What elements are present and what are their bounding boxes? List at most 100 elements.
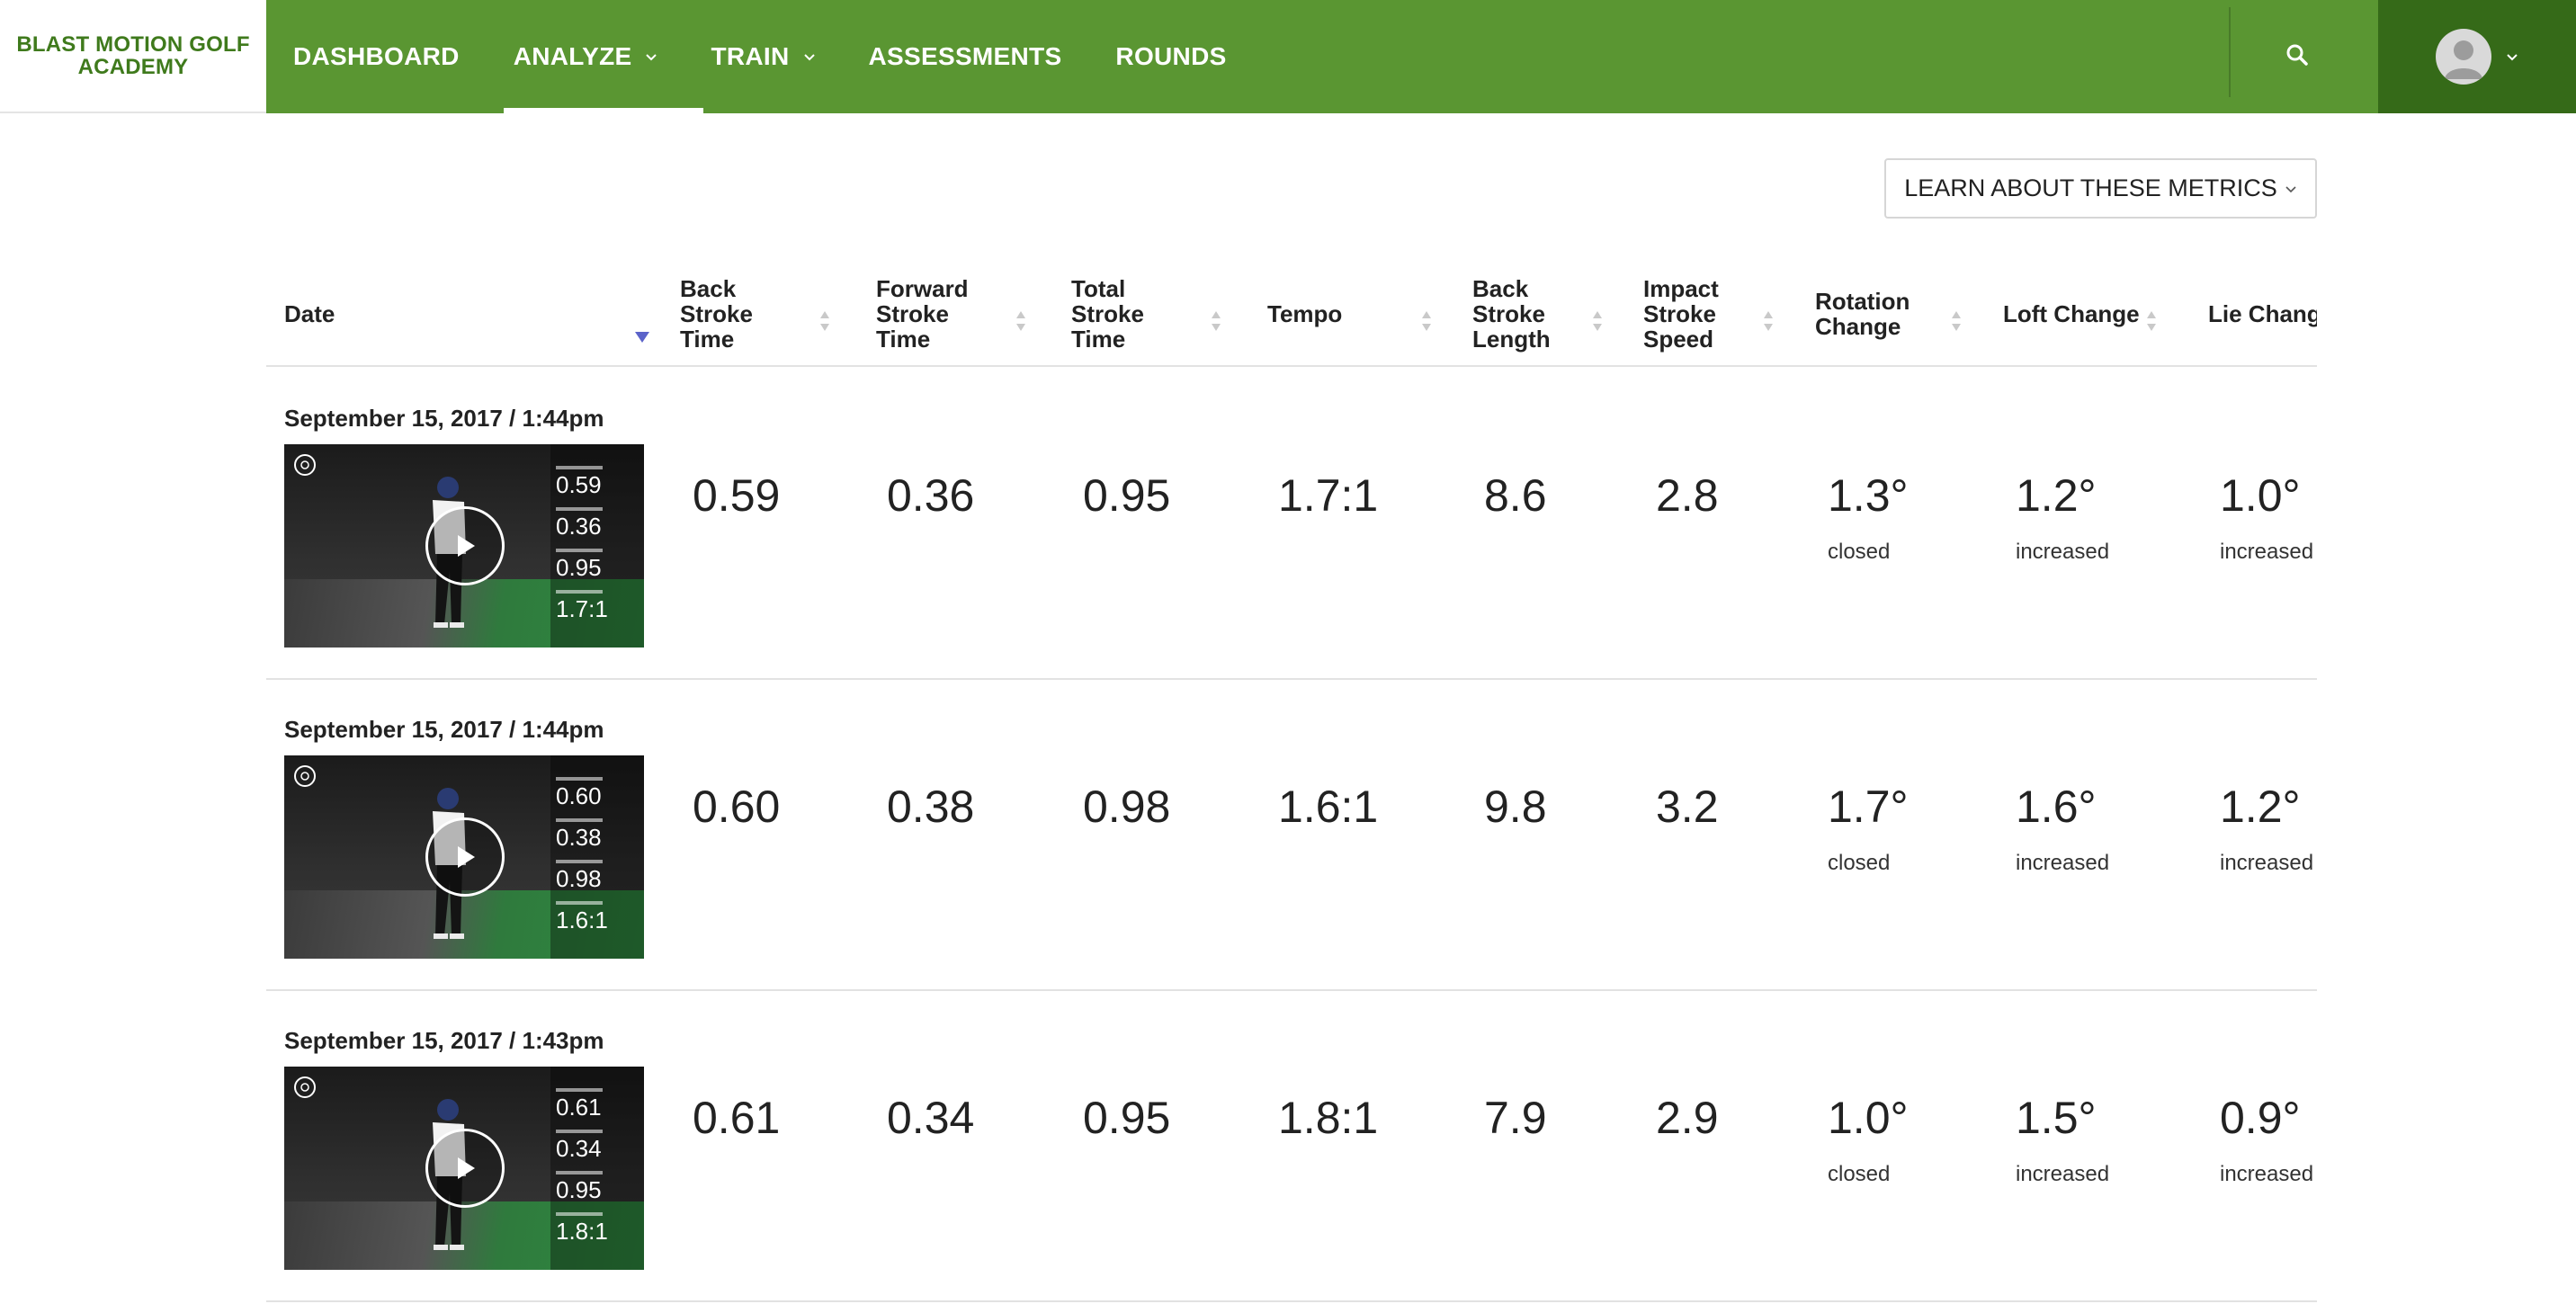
table-row[interactable]: September 15, 2017 / 1:44pm 0.60 0.38 0.… xyxy=(266,680,2317,991)
sort-icon xyxy=(1212,311,1221,331)
rotation-change-direction: closed xyxy=(1828,540,1891,564)
swing-video-thumbnail[interactable]: 0.60 0.38 0.98 1.6:1 xyxy=(284,755,644,959)
golf-ball-icon xyxy=(294,454,316,476)
table-row[interactable]: September 15, 2017 / 1:44pm 0.59 0.36 0.… xyxy=(266,369,2317,680)
sort-icon xyxy=(2147,311,2156,331)
top-navigation-bar: BLAST MOTION GOLF ACADEMY DASHBOARD ANAL… xyxy=(0,0,2576,113)
back-stroke-length-value: 7.9 xyxy=(1484,1093,1547,1143)
learn-metrics-button[interactable]: LEARN ABOUT THESE METRICS xyxy=(1884,158,2317,219)
column-header-forward-stroke-time[interactable]: Forward Stroke Time xyxy=(876,261,1038,367)
main-nav: DASHBOARD ANALYZE TRAIN ASSESSMENTS ROUN… xyxy=(266,0,1254,113)
column-header-label: Lie Change xyxy=(2208,300,2317,327)
play-button[interactable] xyxy=(425,1129,505,1208)
learn-metrics-label: LEARN ABOUT THESE METRICS xyxy=(1904,174,2277,201)
nav-item-analyze[interactable]: ANALYZE xyxy=(487,0,684,113)
nav-item-label: ASSESSMENTS xyxy=(868,42,1062,70)
back-stroke-time-value: 0.61 xyxy=(693,1093,781,1143)
column-header-label: Forward Stroke Time xyxy=(876,275,969,353)
total-stroke-time-value: 0.95 xyxy=(1083,1093,1171,1143)
column-header-date[interactable]: Date xyxy=(284,261,653,367)
column-header-lie-change[interactable]: Lie Change xyxy=(2208,261,2317,367)
play-button[interactable] xyxy=(425,817,505,897)
rotation-change-value: 1.3° xyxy=(1828,470,1909,521)
rotation-change-direction: closed xyxy=(1828,1162,1891,1186)
sort-icon xyxy=(820,311,829,331)
nav-item-rounds[interactable]: ROUNDS xyxy=(1088,0,1253,113)
total-stroke-time-value: 0.98 xyxy=(1083,782,1171,832)
video-overlay-value: 0.59 xyxy=(556,471,602,498)
rotation-change-value: 1.0° xyxy=(1828,1093,1909,1143)
column-header-impact-stroke-speed[interactable]: Impact Stroke Speed xyxy=(1643,261,1796,367)
nav-item-dashboard[interactable]: DASHBOARD xyxy=(266,0,487,113)
tempo-value: 1.7:1 xyxy=(1278,470,1379,521)
video-overlay-value: 0.98 xyxy=(556,865,602,892)
active-tab-indicator xyxy=(504,108,703,113)
sort-icon xyxy=(1952,311,1961,331)
swing-video-thumbnail[interactable]: 0.61 0.34 0.95 1.8:1 xyxy=(284,1067,644,1270)
video-overlay-value: 0.61 xyxy=(556,1094,602,1121)
loft-change-direction: increased xyxy=(2016,851,2110,875)
brand-name: BLAST MOTION GOLF ACADEMY xyxy=(16,32,250,79)
column-header-rotation-change[interactable]: Rotation Change xyxy=(1815,261,1986,367)
play-button[interactable] xyxy=(425,506,505,585)
brand-logo[interactable]: BLAST MOTION GOLF ACADEMY xyxy=(0,0,266,113)
lie-change-value: 1.0° xyxy=(2220,470,2301,521)
total-stroke-time-value: 0.95 xyxy=(1083,470,1171,521)
nav-item-train[interactable]: TRAIN xyxy=(684,0,841,113)
column-header-label: Impact Stroke Speed xyxy=(1643,275,1719,353)
play-icon xyxy=(458,846,475,868)
lie-change-direction: increased xyxy=(2220,851,2314,875)
impact-stroke-speed-value: 3.2 xyxy=(1656,782,1719,832)
nav-item-label: ANALYZE xyxy=(513,42,632,70)
sort-icon xyxy=(1593,311,1602,331)
forward-stroke-time-value: 0.34 xyxy=(887,1093,975,1143)
row-date: September 15, 2017 / 1:44pm xyxy=(284,405,604,432)
profile-menu[interactable] xyxy=(2378,0,2576,113)
chevron-down-icon xyxy=(646,54,657,61)
column-header-label: Back Stroke Time xyxy=(680,275,753,353)
column-header-back-stroke-time[interactable]: Back Stroke Time xyxy=(680,261,842,367)
lie-change-direction: increased xyxy=(2220,1162,2314,1186)
loft-change-value: 1.2° xyxy=(2016,470,2097,521)
search-button[interactable] xyxy=(2272,30,2322,80)
rotation-change-direction: closed xyxy=(1828,851,1891,875)
loft-change-value: 1.5° xyxy=(2016,1093,2097,1143)
golf-ball-icon xyxy=(294,765,316,787)
column-header-loft-change[interactable]: Loft Change xyxy=(2003,261,2183,367)
search-icon xyxy=(2286,44,2308,66)
back-stroke-length-value: 9.8 xyxy=(1484,782,1547,832)
column-header-label: Back Stroke Length xyxy=(1472,275,1551,353)
row-date: September 15, 2017 / 1:43pm xyxy=(284,1027,604,1054)
impact-stroke-speed-value: 2.9 xyxy=(1656,1093,1719,1143)
sort-icon xyxy=(1764,311,1773,331)
nav-item-label: ROUNDS xyxy=(1115,42,1227,70)
column-header-total-stroke-time[interactable]: Total Stroke Time xyxy=(1071,261,1233,367)
column-header-label: Tempo xyxy=(1267,300,1343,327)
loft-change-direction: increased xyxy=(2016,1162,2110,1186)
nav-item-label: TRAIN xyxy=(711,42,790,70)
column-header-back-stroke-length[interactable]: Back Stroke Length xyxy=(1472,261,1625,367)
forward-stroke-time-value: 0.36 xyxy=(887,470,975,521)
column-header-tempo[interactable]: Tempo xyxy=(1267,261,1447,367)
back-stroke-time-value: 0.60 xyxy=(693,782,781,832)
video-overlay-value: 0.95 xyxy=(556,1176,602,1203)
video-overlay-value: 0.38 xyxy=(556,824,602,851)
user-avatar-icon xyxy=(2436,29,2491,85)
column-header-label: Total Stroke Time xyxy=(1071,275,1144,353)
chevron-down-icon xyxy=(803,54,815,61)
impact-stroke-speed-value: 2.8 xyxy=(1656,470,1719,521)
sort-icon xyxy=(1422,311,1431,331)
lie-change-direction: increased xyxy=(2220,540,2314,564)
play-icon xyxy=(458,1157,475,1179)
back-stroke-time-value: 0.59 xyxy=(693,470,781,521)
back-stroke-length-value: 8.6 xyxy=(1484,470,1547,521)
tempo-value: 1.8:1 xyxy=(1278,1093,1379,1143)
swing-metrics-table: Date Back Stroke Time Forward Stroke Tim… xyxy=(266,261,2317,1304)
swing-video-thumbnail[interactable]: 0.59 0.36 0.95 1.7:1 xyxy=(284,444,644,648)
video-overlay-value: 0.95 xyxy=(556,554,602,581)
golf-ball-icon xyxy=(294,1076,316,1098)
tempo-value: 1.6:1 xyxy=(1278,782,1379,832)
column-header-label: Rotation Change xyxy=(1815,288,1910,340)
table-row[interactable]: September 15, 2017 / 1:43pm 0.61 0.34 0.… xyxy=(266,991,2317,1302)
nav-item-assessments[interactable]: ASSESSMENTS xyxy=(842,0,1089,113)
